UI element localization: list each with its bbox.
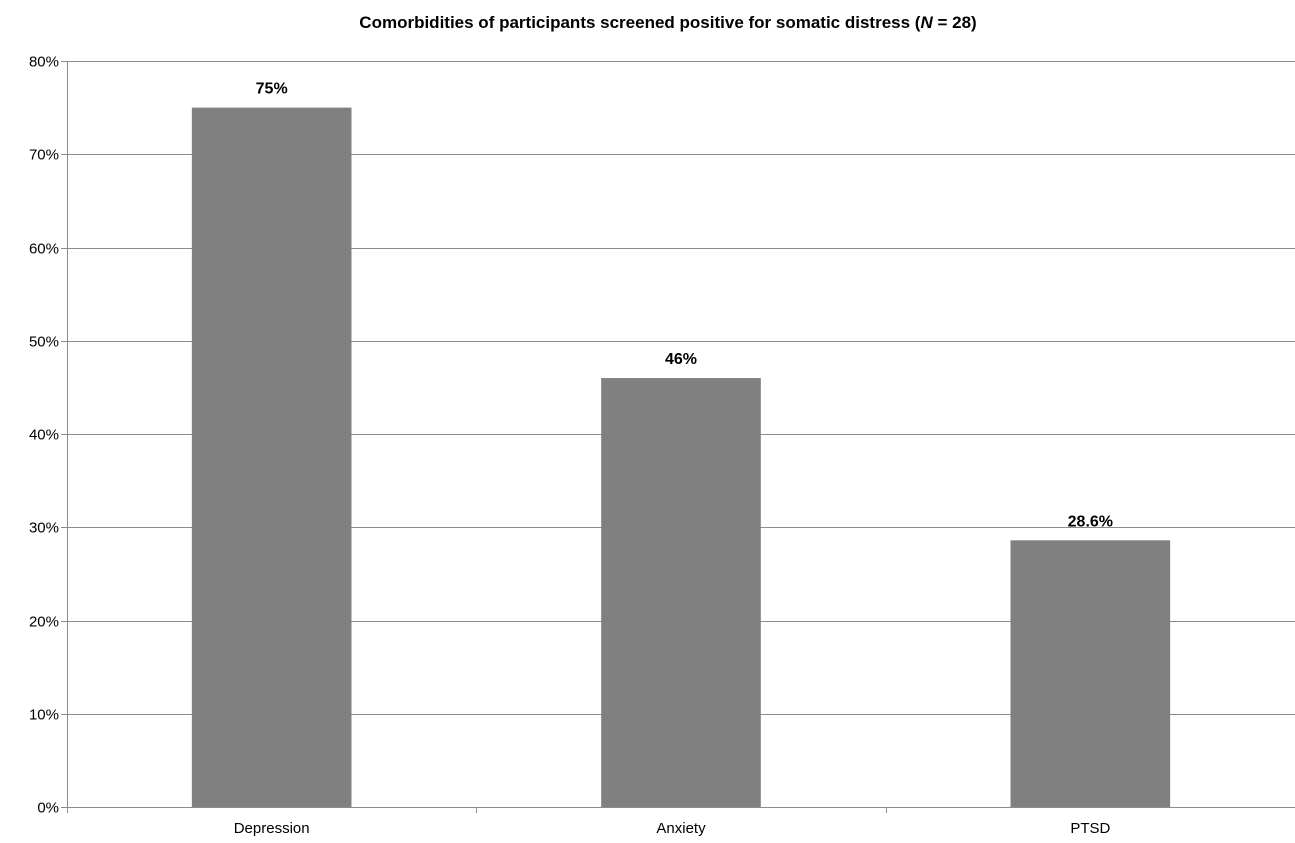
data-label: 46% xyxy=(665,351,697,368)
bar-depression xyxy=(191,107,352,807)
chart-title: Comorbidities of participants screened p… xyxy=(359,13,976,32)
chart-title-n: N xyxy=(920,13,933,32)
data-label: 75% xyxy=(256,81,288,98)
y-tick-label: 60% xyxy=(29,241,59,258)
labels: 0% 10% 20% 30% 40% 50% 60% 70% 80% 75% Depression 4… xyxy=(29,54,1113,838)
y-tick-label: 0% xyxy=(37,800,59,817)
chart-title-prefix: Comorbidities of participants screened p… xyxy=(359,13,920,32)
y-tick-label: 70% xyxy=(29,147,59,164)
y-tick-label: 20% xyxy=(29,614,59,631)
bars xyxy=(191,107,1171,807)
y-tick-label: 30% xyxy=(29,520,59,537)
data-label: 28.6% xyxy=(1068,513,1113,530)
bar-ptsd xyxy=(1010,540,1171,807)
x-category-label: Anxiety xyxy=(656,820,706,837)
x-category-label: Depression xyxy=(234,820,310,837)
y-tick-label: 50% xyxy=(29,334,59,351)
axes xyxy=(61,61,1295,813)
chart-title-suffix: = 28) xyxy=(933,13,977,32)
y-tick-label: 40% xyxy=(29,427,59,444)
y-tick-label: 80% xyxy=(29,54,59,71)
y-tick-label: 10% xyxy=(29,707,59,724)
x-category-label: PTSD xyxy=(1070,820,1110,837)
bar-anxiety xyxy=(601,378,761,807)
